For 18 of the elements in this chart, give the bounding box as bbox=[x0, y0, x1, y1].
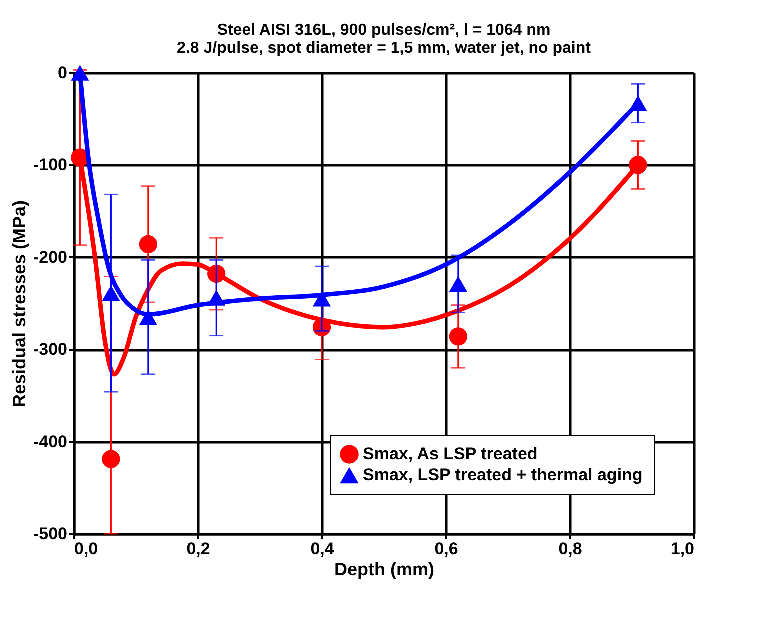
x-tick-label: 0,8 bbox=[558, 540, 582, 558]
y-axis-title: Residual stresses (MPa) bbox=[9, 200, 30, 408]
y-tick-label: -500 bbox=[33, 524, 68, 544]
x-axis-title: Depth (mm) bbox=[334, 560, 434, 580]
y-tick-label: -300 bbox=[33, 340, 68, 360]
legend-label: Smax, LSP treated + thermal aging bbox=[363, 466, 643, 484]
y-tick-label: -400 bbox=[33, 432, 68, 452]
x-tick-label: 1,0 bbox=[670, 540, 694, 558]
text: Steel AISI 316L, 900 pulses/cm², l = 1064 nm bbox=[217, 22, 551, 39]
legend-label: Smax, As LSP treated bbox=[363, 444, 538, 464]
text: 2.8 J/pulse, spot diameter = 1,5 mm, water jet, no paint bbox=[177, 40, 591, 57]
x-tick-label: 0,4 bbox=[310, 540, 335, 558]
y-tick-label: -200 bbox=[33, 248, 68, 267]
x-tick-label: 0,6 bbox=[434, 540, 458, 558]
x-tick-label: 0,0 bbox=[74, 540, 98, 558]
x-tick-label: 0,2 bbox=[186, 540, 210, 558]
y-tick-label: -100 bbox=[33, 156, 68, 175]
y-tick-label: 0 bbox=[58, 64, 68, 82]
